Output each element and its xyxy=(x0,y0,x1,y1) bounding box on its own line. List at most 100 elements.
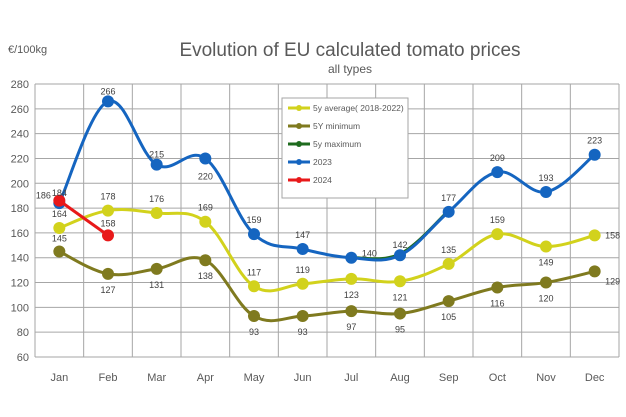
data-label-2023: 223 xyxy=(587,136,602,146)
legend-label: 2024 xyxy=(313,175,332,185)
data-point-5y-average-2018-2022 xyxy=(296,277,309,290)
data-label-5y-minimum: 145 xyxy=(52,234,67,244)
data-label-2023: 177 xyxy=(441,193,456,203)
data-label-2023: 220 xyxy=(198,171,213,181)
data-label-2023: 159 xyxy=(246,215,261,225)
legend-item: 2024 xyxy=(288,175,332,185)
data-point-5y-minimum xyxy=(394,307,406,320)
x-tick-label: Feb xyxy=(99,372,118,384)
data-label-5y-average-2018-2022: 169 xyxy=(198,203,213,213)
data-point-5y-average-2018-2022 xyxy=(248,280,260,293)
y-tick-label: 140 xyxy=(11,253,29,265)
legend-item: 2023 xyxy=(288,157,332,167)
data-point-5y-minimum xyxy=(588,265,601,278)
x-tick-label: Jun xyxy=(294,372,312,384)
data-label-5y-average-2018-2022: 164 xyxy=(52,209,67,219)
series-line-2024 xyxy=(58,199,109,237)
legend-swatch-marker xyxy=(296,123,302,129)
y-tick-label: 280 xyxy=(11,79,29,91)
data-point-5y-average-2018-2022 xyxy=(442,257,455,270)
data-point-5y-average-2018-2022 xyxy=(199,215,212,228)
data-label-5y-minimum: 93 xyxy=(298,327,308,337)
data-point-5y-minimum xyxy=(540,276,552,289)
data-label-5y-average-2018-2022: 149 xyxy=(538,258,553,268)
legend-label: 5y maximum xyxy=(313,139,361,149)
data-label-5y-average-2018-2022: 159 xyxy=(490,215,505,225)
data-label-5y-minimum: 105 xyxy=(441,312,456,322)
data-label-5y-minimum: 120 xyxy=(538,294,553,304)
data-label-5y-average-2018-2022: 117 xyxy=(247,267,261,277)
data-point-2024 xyxy=(102,229,114,242)
data-point-2024 xyxy=(53,194,66,207)
data-label-5y-average-2018-2022: 176 xyxy=(149,194,164,204)
legend-item: 5Y minimum xyxy=(288,121,360,131)
data-label-5y-average-2018-2022: 158 xyxy=(605,230,620,240)
y-tick-label: 120 xyxy=(11,278,29,290)
data-point-5y-average-2018-2022 xyxy=(150,207,163,220)
y-tick-label: 180 xyxy=(11,203,29,215)
y-tick-label: 240 xyxy=(11,129,29,141)
data-point-5y-average-2018-2022 xyxy=(491,228,504,241)
data-point-5y-average-2018-2022 xyxy=(53,221,66,234)
y-tick-label: 200 xyxy=(11,178,29,190)
data-label-5y-minimum: 116 xyxy=(490,299,504,309)
data-label-5y-minimum: 131 xyxy=(149,280,164,290)
data-label-2023: 147 xyxy=(295,230,310,240)
data-label-2023: 209 xyxy=(490,153,505,163)
x-tick-label: Oct xyxy=(489,372,506,384)
y-axis-unit-label: €/100kg xyxy=(8,44,47,56)
y-tick-label: 80 xyxy=(17,327,29,339)
data-label-5y-minimum: 138 xyxy=(198,271,213,281)
x-tick-label: Apr xyxy=(197,372,214,384)
data-label-2023: 266 xyxy=(100,86,115,96)
legend-item: 5y average( 2018-2022) xyxy=(288,103,404,113)
x-tick-label: Mar xyxy=(147,372,166,384)
x-tick-label: Nov xyxy=(536,372,556,384)
data-label-5y-average-2018-2022: 135 xyxy=(441,245,456,255)
data-point-5y-average-2018-2022 xyxy=(345,272,358,285)
data-label-2023: 142 xyxy=(392,240,407,250)
data-label-5y-minimum: 127 xyxy=(100,285,115,295)
data-label-5y-minimum: 93 xyxy=(249,327,259,337)
data-label-5y-average-2018-2022: 178 xyxy=(100,192,115,202)
data-label-5y-minimum: 97 xyxy=(346,322,356,332)
data-label-5y-minimum: 95 xyxy=(395,325,405,335)
x-axis-ticks: Jan Feb Mar Apr May Jun Jul Aug Sep Oct Nov Dec xyxy=(50,372,604,384)
data-point-5y-average-2018-2022 xyxy=(102,204,114,217)
data-point-2023 xyxy=(150,158,163,171)
data-point-5y-minimum xyxy=(150,262,163,275)
data-label-2023: 215 xyxy=(149,150,164,160)
data-point-5y-minimum xyxy=(296,310,309,323)
legend-swatch-marker xyxy=(296,141,302,147)
x-tick-label: Jul xyxy=(344,372,358,384)
data-point-2023 xyxy=(102,95,114,108)
legend-label: 5Y minimum xyxy=(313,121,360,131)
data-label-5y-average-2018-2022: 119 xyxy=(295,265,309,275)
x-tick-label: Aug xyxy=(390,372,410,384)
y-tick-label: 260 xyxy=(11,104,29,116)
data-label-2023: 193 xyxy=(538,173,553,183)
data-point-5y-minimum xyxy=(199,254,212,267)
y-tick-label: 160 xyxy=(11,228,29,240)
x-tick-label: Dec xyxy=(585,372,605,384)
legend-item: 5y maximum xyxy=(288,139,361,149)
y-tick-label: 60 xyxy=(17,352,29,364)
data-point-2023 xyxy=(345,251,358,264)
data-point-5y-minimum xyxy=(53,245,66,258)
data-point-5y-average-2018-2022 xyxy=(588,229,601,242)
data-label-5y-average-2018-2022: 121 xyxy=(392,292,407,302)
data-point-2023 xyxy=(248,228,260,241)
data-point-2023 xyxy=(394,249,406,262)
chart-title: Evolution of EU calculated tomato prices xyxy=(179,40,520,61)
data-labels: 145 127 131 138 93 93 97 95 105 116 120 129 164 178 17… xyxy=(36,86,620,337)
data-label-2023: 140 xyxy=(362,249,377,259)
y-tick-label: 220 xyxy=(11,153,29,165)
data-point-2023 xyxy=(491,166,504,179)
y-tick-label: 100 xyxy=(11,302,29,314)
legend-swatch-marker xyxy=(296,177,302,183)
data-label-5y-minimum: 129 xyxy=(605,276,620,286)
data-point-5y-average-2018-2022 xyxy=(394,275,406,288)
data-point-5y-minimum xyxy=(442,295,455,308)
data-point-5y-minimum xyxy=(248,310,260,323)
